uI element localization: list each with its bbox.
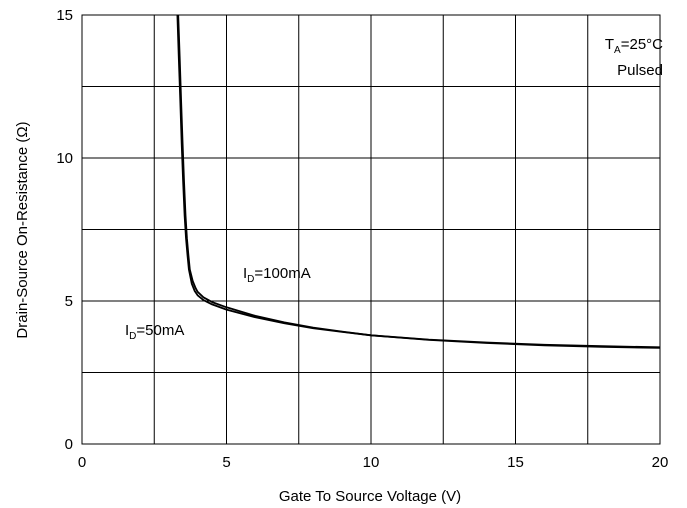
y-tick-label: 10 — [56, 150, 73, 167]
y-tick-label: 0 — [65, 436, 73, 453]
temperature-label: TA=25°C — [605, 36, 663, 56]
x-tick-label: 0 — [78, 454, 86, 471]
condition-annotation: TA=25°C Pulsed — [605, 36, 663, 79]
x-tick-label: 10 — [363, 454, 380, 471]
plot-frame — [81, 14, 661, 445]
x-tick-label: 20 — [652, 454, 669, 471]
tick-labels: 0 5 10 15 20 0 5 10 15 — [56, 7, 668, 471]
x-axis-label: Gate To Source Voltage (V) — [279, 488, 461, 505]
series-label-50ma: ID=50mA — [125, 322, 184, 342]
y-tick-label: 5 — [65, 293, 73, 310]
x-tick-label: 5 — [222, 454, 230, 471]
y-tick-label: 15 — [56, 7, 73, 24]
pulsed-label: Pulsed — [617, 62, 663, 79]
grid — [82, 15, 660, 444]
series-line-100ma — [177, 14, 661, 349]
x-tick-label: 15 — [507, 454, 524, 471]
y-axis-label: Drain-Source On-Resistance (Ω) — [14, 121, 31, 338]
series-layer — [176, 14, 661, 349]
series-label-100ma: ID=100mA — [243, 265, 311, 285]
